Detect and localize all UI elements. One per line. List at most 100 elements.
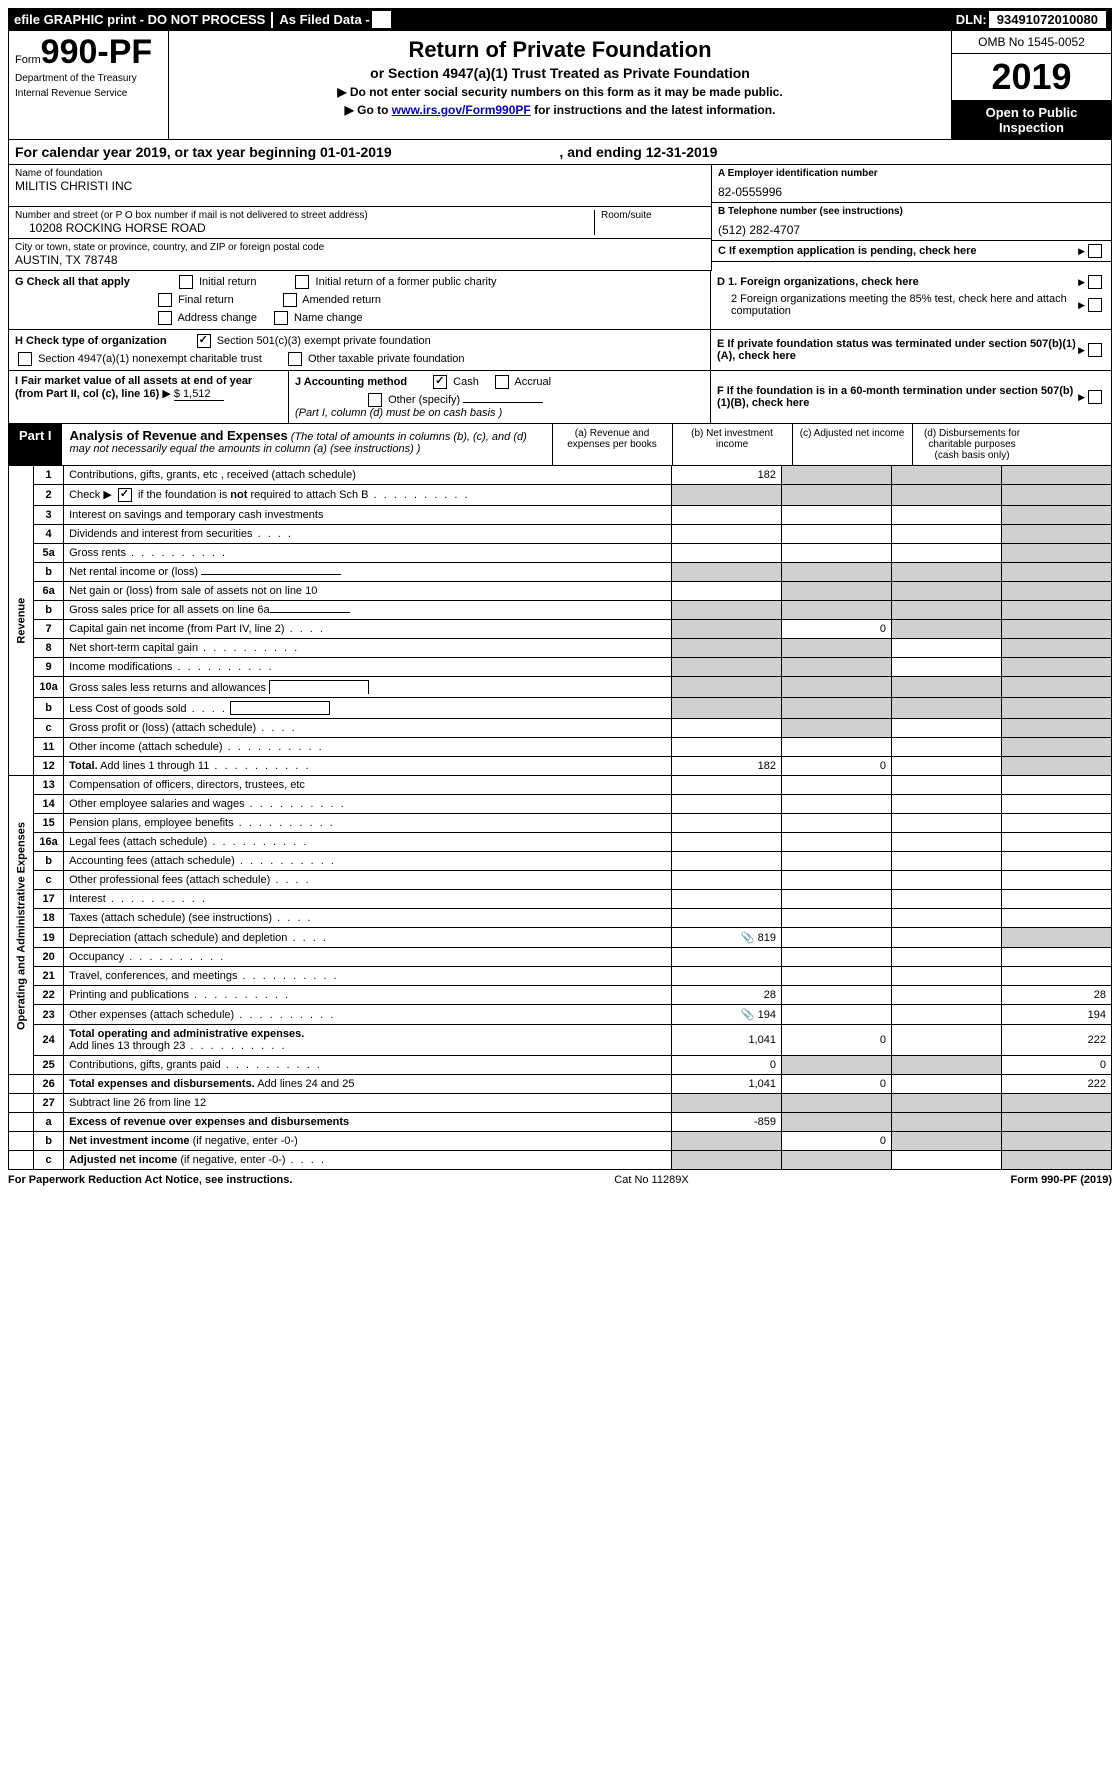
line-27c: c Adjusted net income (if negative, ente… [9, 1151, 1112, 1170]
ein-value: 82-0555996 [718, 185, 1105, 199]
foundation-name: MILITIS CHRISTI INC [15, 179, 705, 193]
fmv-value: $ 1,512 [174, 388, 224, 401]
line-2: 2 Check if the foundation is not require… [9, 485, 1112, 506]
line-19: 19 Depreciation (attach schedule) and de… [9, 928, 1112, 948]
60month-checkbox[interactable] [1088, 390, 1102, 404]
line-26: 26 Total expenses and disbursements. Add… [9, 1075, 1112, 1094]
section-h-e: H Check type of organization Section 501… [8, 330, 1112, 371]
form-number: 990-PF [41, 35, 153, 69]
expenses-label: Operating and Administrative Expenses [9, 776, 34, 1075]
line-24: 24 Total operating and administrative ex… [9, 1025, 1112, 1056]
city-state-zip: AUSTIN, TX 78748 [15, 253, 705, 267]
line-6a: 6a Net gain or (loss) from sale of asset… [9, 582, 1112, 601]
line-7: 7 Capital gain net income (from Part IV,… [9, 620, 1112, 639]
form-subtitle: or Section 4947(a)(1) Trust Treated as P… [179, 65, 941, 81]
tax-year: 2019 [952, 54, 1111, 101]
street-address: 10208 ROCKING HORSE ROAD [15, 221, 590, 235]
sch-b-checkbox[interactable] [118, 488, 132, 502]
attach-icon[interactable]: 📎 [741, 932, 755, 944]
cat-number: Cat No 11289X [292, 1174, 1010, 1186]
cash-basis-note: (Part I, column (d) must be on cash basi… [295, 407, 704, 419]
header-right: OMB No 1545-0052 2019 Open to Public Ins… [951, 31, 1111, 139]
line-27b: b Net investment income (if negative, en… [9, 1132, 1112, 1151]
line-16b: b Accounting fees (attach schedule) [9, 852, 1112, 871]
line-11: 11 Other income (attach schedule) [9, 738, 1112, 757]
line-17: 17 Interest [9, 890, 1112, 909]
line-13: Operating and Administrative Expenses 13… [9, 776, 1112, 795]
form-title: Return of Private Foundation [179, 37, 941, 63]
line-3: 3 Interest on savings and temporary cash… [9, 506, 1112, 525]
line-22: 22 Printing and publications 28 28 [9, 986, 1112, 1005]
line-21: 21 Travel, conferences, and meetings [9, 967, 1112, 986]
line-10c: c Gross profit or (loss) (attach schedul… [9, 719, 1112, 738]
line-8: 8 Net short-term capital gain [9, 639, 1112, 658]
foreign-org-checkbox[interactable] [1088, 275, 1102, 289]
foreign-85-checkbox[interactable] [1088, 298, 1102, 312]
header-left: Form 990-PF Department of the Treasury I… [9, 31, 169, 139]
ein-row: A Employer identification number 82-0555… [712, 165, 1111, 203]
line-23: 23 Other expenses (attach schedule) 📎 19… [9, 1005, 1112, 1025]
top-bar: efile GRAPHIC print - DO NOT PROCESS As … [8, 8, 1112, 31]
501c3-checkbox[interactable] [197, 334, 211, 348]
col-d-header: (d) Disbursements for charitable purpose… [912, 424, 1032, 465]
line-18: 18 Taxes (attach schedule) (see instruct… [9, 909, 1112, 928]
dln-label: DLN: [956, 12, 987, 27]
line-20: 20 Occupancy [9, 948, 1112, 967]
final-return-checkbox[interactable] [158, 293, 172, 307]
instruction-2: Go to www.irs.gov/Form990PF for instruct… [179, 103, 941, 117]
revenue-label: Revenue [9, 466, 34, 776]
phone-row: B Telephone number (see instructions) (5… [712, 203, 1111, 241]
foundation-name-row: Name of foundation MILITIS CHRISTI INC [9, 165, 711, 207]
arrow-icon [345, 103, 358, 117]
section-g-d: G Check all that apply Initial return In… [8, 271, 1112, 330]
begin-date: 01-01-2019 [320, 144, 392, 160]
dln-value: 93491072010080 [989, 11, 1106, 28]
col-c-header: (c) Adjusted net income [792, 424, 912, 465]
header-center: Return of Private Foundation or Section … [169, 31, 951, 139]
name-change-checkbox[interactable] [274, 311, 288, 325]
efile-label: efile GRAPHIC print - DO NOT PROCESS [14, 12, 265, 27]
line-4: 4 Dividends and interest from securities [9, 525, 1112, 544]
end-date: 12-31-2019 [646, 144, 718, 160]
other-method-checkbox[interactable] [368, 393, 382, 407]
col-a-header: (a) Revenue and expenses per books [552, 424, 672, 465]
cash-checkbox[interactable] [433, 375, 447, 389]
line-9: 9 Income modifications [9, 658, 1112, 677]
form-ref: Form 990-PF (2019) [1011, 1174, 1113, 1186]
initial-former-checkbox[interactable] [295, 275, 309, 289]
exemption-pending-checkbox[interactable] [1088, 244, 1102, 258]
amended-return-checkbox[interactable] [283, 293, 297, 307]
paperwork-notice: For Paperwork Reduction Act Notice, see … [8, 1174, 292, 1186]
line-16c: c Other professional fees (attach schedu… [9, 871, 1112, 890]
address-change-checkbox[interactable] [158, 311, 172, 325]
page-footer: For Paperwork Reduction Act Notice, see … [8, 1170, 1112, 1186]
initial-return-checkbox[interactable] [179, 275, 193, 289]
line-6b: b Gross sales price for all assets on li… [9, 601, 1112, 620]
part-1-header: Part I Analysis of Revenue and Expenses … [8, 424, 1112, 466]
address-row: Number and street (or P O box number if … [9, 207, 711, 239]
irs-label: Internal Revenue Service [15, 88, 162, 99]
col-b-header: (b) Net investment income [672, 424, 792, 465]
line-1: Revenue 1 Contributions, gifts, grants, … [9, 466, 1112, 485]
phone-value: (512) 282-4707 [718, 223, 1105, 237]
entity-info: Name of foundation MILITIS CHRISTI INC N… [8, 165, 1112, 271]
irs-link[interactable]: www.irs.gov/Form990PF [392, 103, 531, 117]
status-terminated-checkbox[interactable] [1088, 343, 1102, 357]
open-public-badge: Open to Public Inspection [952, 101, 1111, 139]
room-suite-label: Room/suite [601, 210, 705, 221]
divider [271, 12, 273, 28]
part-1-label: Part I [9, 424, 62, 465]
other-taxable-checkbox[interactable] [288, 352, 302, 366]
line-16a: 16a Legal fees (attach schedule) [9, 833, 1112, 852]
attach-icon[interactable]: 📎 [741, 1009, 755, 1021]
4947a1-checkbox[interactable] [18, 352, 32, 366]
line-27a: a Excess of revenue over expenses and di… [9, 1113, 1112, 1132]
accrual-checkbox[interactable] [495, 375, 509, 389]
line-15: 15 Pension plans, employee benefits [9, 814, 1112, 833]
line-14: 14 Other employee salaries and wages [9, 795, 1112, 814]
calendar-year-row: For calendar year 2019, or tax year begi… [8, 140, 1112, 165]
as-filed-label: As Filed Data - [279, 12, 369, 27]
city-row: City or town, state or province, country… [9, 239, 711, 271]
revenue-expenses-table: Revenue 1 Contributions, gifts, grants, … [8, 466, 1112, 1170]
section-i-j-f: I Fair market value of all assets at end… [8, 371, 1112, 424]
